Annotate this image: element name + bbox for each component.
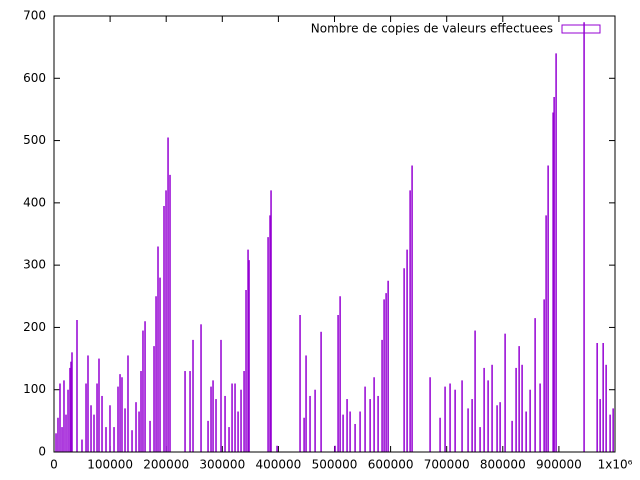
x-tick-label: 500000 xyxy=(312,458,358,472)
y-tick-label: 0 xyxy=(38,445,46,459)
x-tick-label: 400000 xyxy=(255,458,301,472)
x-tick-label: 1x10⁶ xyxy=(598,458,633,472)
y-tick-label: 500 xyxy=(23,133,46,147)
x-tick-label: 800000 xyxy=(480,458,526,472)
x-tick-label: 700000 xyxy=(424,458,470,472)
x-tick-label: 200000 xyxy=(143,458,189,472)
plot-border xyxy=(53,15,616,453)
y-tick-label: 400 xyxy=(23,195,46,209)
x-tick-label: 100000 xyxy=(87,458,133,472)
x-tick-label: 0 xyxy=(50,458,58,472)
y-tick-label: 700 xyxy=(23,9,46,23)
y-tick-label: 200 xyxy=(23,320,46,334)
y-tick-label: 600 xyxy=(23,71,46,85)
legend-swatch xyxy=(561,24,601,34)
y-tick-label: 100 xyxy=(23,382,46,396)
x-tick-label: 300000 xyxy=(199,458,245,472)
legend-label: Nombre de copies de valeurs effectuees xyxy=(311,22,553,36)
x-tick-label: 900000 xyxy=(536,458,582,472)
y-tick-label: 300 xyxy=(23,258,46,272)
x-tick-label: 600000 xyxy=(368,458,414,472)
